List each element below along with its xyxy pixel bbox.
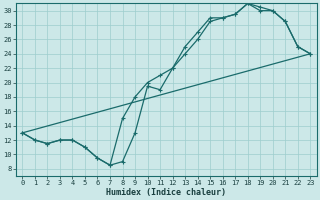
X-axis label: Humidex (Indice chaleur): Humidex (Indice chaleur) [106, 188, 226, 197]
